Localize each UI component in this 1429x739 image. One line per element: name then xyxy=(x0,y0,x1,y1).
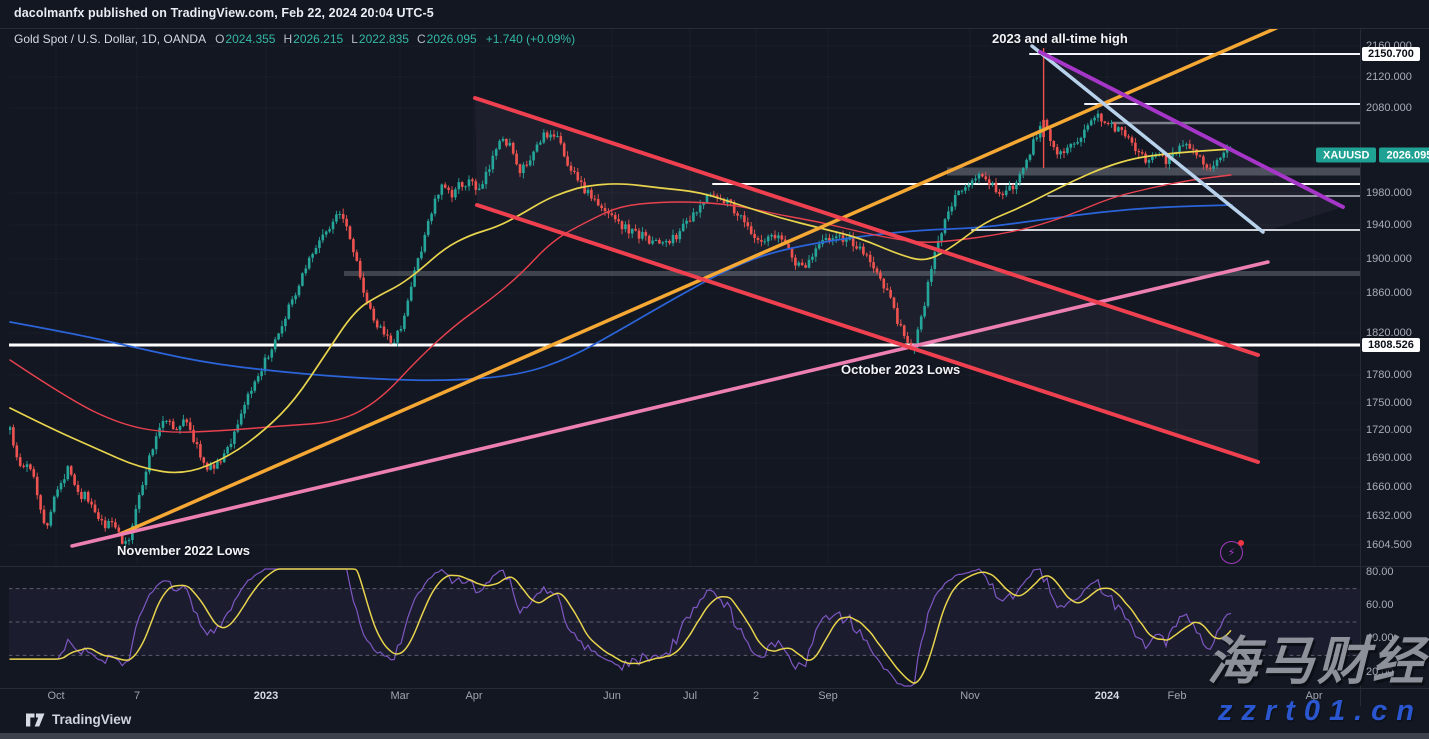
tradingview-logo-icon xyxy=(26,713,45,726)
indicator-tick-80.00: 80.00 xyxy=(1366,566,1394,578)
time-label-Oct: Oct xyxy=(47,690,65,702)
bottom-strip xyxy=(0,733,1429,739)
time-label-Feb: Feb xyxy=(1167,690,1187,702)
watermark-cjk-text: 海马财经 xyxy=(1206,633,1427,691)
price-tick-1980.000: 1980.000 xyxy=(1366,187,1412,199)
price-tick-1750.000: 1750.000 xyxy=(1366,397,1412,409)
annotation-1: October 2023 Lows xyxy=(841,362,961,377)
time-label-2: 2 xyxy=(752,690,760,702)
time-axis-separator[interactable] xyxy=(0,688,1429,689)
symbol-legend[interactable]: Gold Spot / U.S. Dollar, 1D, OANDA O 2024… xyxy=(14,32,575,46)
notification-dot xyxy=(1238,540,1244,546)
ohlc-c: C 2026.095 xyxy=(416,32,477,46)
price-tick-1860.000: 1860.000 xyxy=(1366,287,1412,299)
price-tick-1660.000: 1660.000 xyxy=(1366,481,1412,493)
time-label-Mar: Mar xyxy=(390,690,410,702)
lightning-icon: ⚡ xyxy=(1227,547,1236,559)
price-tick-1940.000: 1940.000 xyxy=(1366,219,1412,231)
ohlc-values: O 2024.355 H 2026.215 L 2022.835 C 2026.095 xyxy=(215,32,477,46)
price-tick-2120.000: 2120.000 xyxy=(1366,71,1412,83)
time-label-Apr: Apr xyxy=(465,690,483,702)
price-level-label-2150.700: 2150.700 xyxy=(1362,47,1420,61)
watermark-url-text: zzrt01.cn xyxy=(1217,695,1423,727)
boost-button[interactable]: ⚡ xyxy=(1220,540,1244,564)
price-tick-1900.000: 1900.000 xyxy=(1366,253,1412,265)
symbol-flag-label: XAUUSD xyxy=(1316,147,1377,163)
symbol-title: Gold Spot / U.S. Dollar, 1D, OANDA xyxy=(14,32,207,46)
annotation-2: November 2022 Lows xyxy=(117,543,250,558)
price-tick-1820.000: 1820.000 xyxy=(1366,327,1412,339)
time-label-Jul: Jul xyxy=(682,690,698,702)
current-price-label: 2026.095 xyxy=(1379,147,1429,163)
indicator-tick-60.00: 60.00 xyxy=(1366,599,1394,611)
price-tick-1690.000: 1690.000 xyxy=(1366,452,1412,464)
header-separator xyxy=(0,28,1429,29)
price-tick-2080.000: 2080.000 xyxy=(1366,102,1412,114)
change-value: +1.740 (+0.09%) xyxy=(485,32,576,46)
price-tick-1604.500: 1604.500 xyxy=(1366,539,1412,551)
time-label-Sep: Sep xyxy=(818,690,838,702)
attribution-text: dacolmanfx published on TradingView.com,… xyxy=(14,6,434,20)
time-label-2024: 2024 xyxy=(1094,690,1120,702)
indicator-tick-20.00: 20.00 xyxy=(1366,666,1394,678)
time-label-Nov: Nov xyxy=(960,690,980,702)
price-axis-separator[interactable] xyxy=(1360,28,1361,706)
tradingview-logo-text: TradingView xyxy=(52,712,132,727)
current-price-flag: XAUUSD 2026.095 xyxy=(1316,147,1429,163)
price-tick-1720.000: 1720.000 xyxy=(1366,424,1412,436)
price-level-label-1808.526: 1808.526 xyxy=(1362,338,1420,352)
ohlc-o: O 2024.355 xyxy=(215,32,276,46)
time-label-7: 7 xyxy=(133,690,141,702)
ohlc-h: H 2026.215 xyxy=(283,32,344,46)
tradingview-logo[interactable]: TradingView xyxy=(26,712,131,727)
indicator-tick-40.00: 40.00 xyxy=(1366,632,1394,644)
pane-separator[interactable] xyxy=(0,566,1429,567)
price-tick-1780.000: 1780.000 xyxy=(1366,369,1412,381)
time-label-Jun: Jun xyxy=(603,690,621,702)
time-label-2023: 2023 xyxy=(253,690,279,702)
time-label-Apr: Apr xyxy=(1305,690,1323,702)
ohlc-l: L 2022.835 xyxy=(351,32,409,46)
price-tick-1632.000: 1632.000 xyxy=(1366,510,1412,522)
annotation-0: 2023 and all-time high xyxy=(992,31,1128,46)
